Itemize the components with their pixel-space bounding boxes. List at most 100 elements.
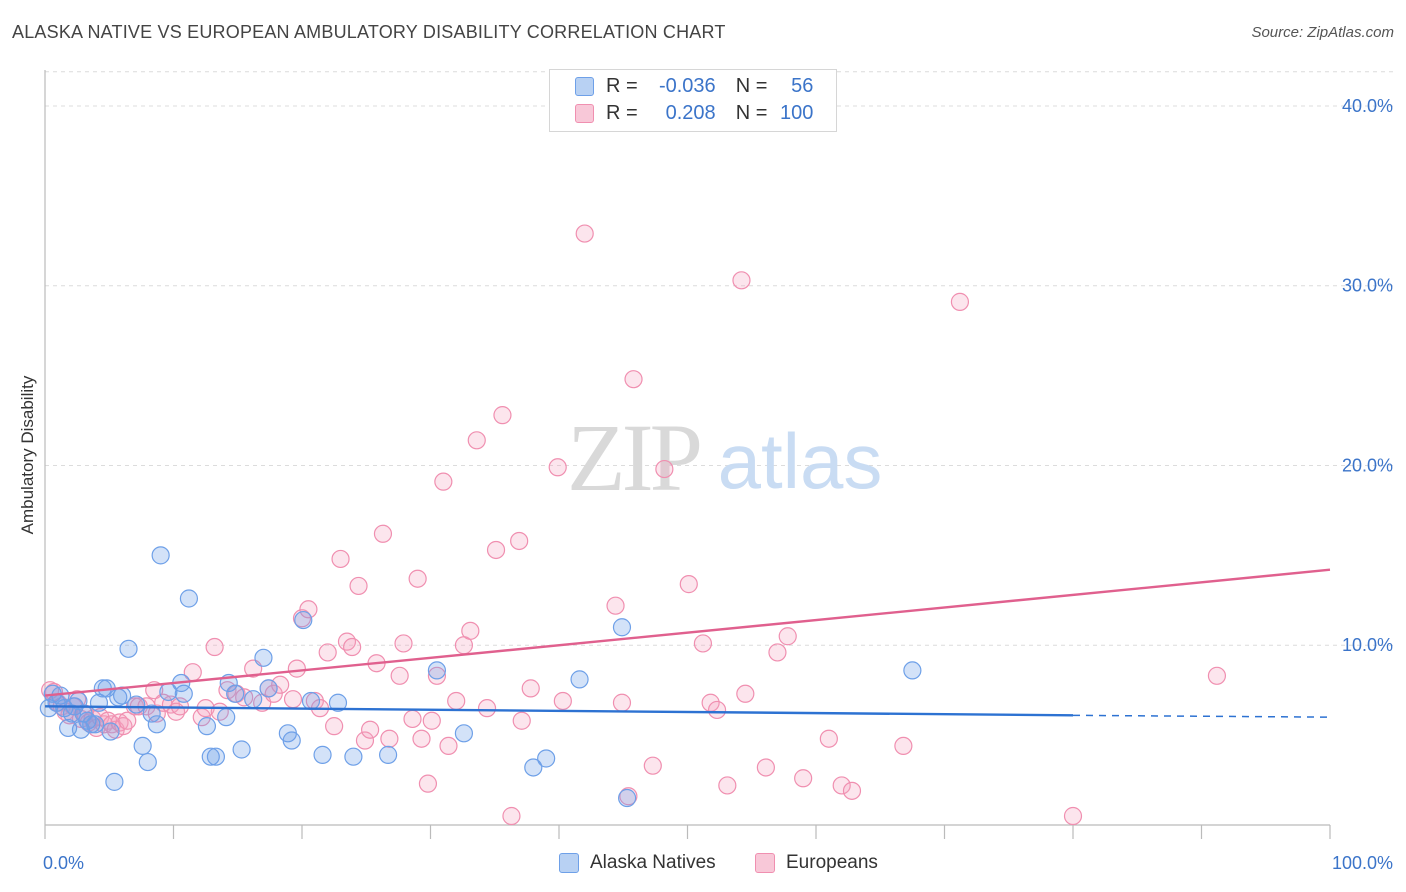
watermark-atlas: atlas xyxy=(718,417,883,505)
europe-point xyxy=(894,736,913,756)
europe-point xyxy=(467,431,486,450)
alaska-point xyxy=(282,731,301,750)
europe-point xyxy=(331,549,350,569)
europe-point xyxy=(493,406,512,425)
y-tick-label: 30.0% xyxy=(1342,276,1393,296)
alaska-point xyxy=(142,704,161,723)
alaska-point xyxy=(259,679,278,698)
europe-point xyxy=(147,704,166,723)
alaska-point xyxy=(301,691,321,711)
alaska-point xyxy=(378,745,398,764)
europe-point xyxy=(118,711,137,730)
alaska-point xyxy=(232,740,251,759)
europe-point xyxy=(355,731,375,750)
europe-point xyxy=(271,675,290,694)
watermark-zip: ZIP xyxy=(567,404,700,511)
alaska-point xyxy=(254,648,273,667)
europe-point xyxy=(521,679,540,698)
alaska-point xyxy=(133,736,152,756)
europe-point xyxy=(553,691,572,711)
europe-point xyxy=(1063,806,1083,826)
europe-point xyxy=(403,709,422,729)
europe-point xyxy=(325,717,344,736)
europe-point xyxy=(390,666,409,685)
europe-point xyxy=(418,774,438,793)
alaska-point xyxy=(294,610,313,630)
europe-point xyxy=(612,693,632,712)
alaska-point xyxy=(217,708,236,727)
europe-point xyxy=(380,729,399,748)
alaska-point xyxy=(105,772,124,791)
alaska-swatch xyxy=(559,853,579,873)
alaska-point xyxy=(570,670,589,689)
r-label: R = xyxy=(606,74,638,97)
europe-point xyxy=(205,637,224,657)
y-tick-label: 40.0% xyxy=(1342,96,1393,116)
alaska-point xyxy=(127,695,146,714)
alaska-n-value: 56 xyxy=(791,74,814,97)
legend-row-europe: R = 0.208 N = 100 xyxy=(575,101,813,125)
y-axis-label: Ambulatory Disability xyxy=(18,375,37,535)
europe-trend-line xyxy=(44,568,1331,697)
europe-point xyxy=(412,729,431,748)
alaska-point xyxy=(179,589,199,608)
alaska-point xyxy=(612,618,632,637)
alaska-natives-points xyxy=(39,546,922,808)
alaska-point xyxy=(244,690,263,709)
europe-point xyxy=(447,691,466,711)
alaska-point xyxy=(328,693,348,712)
europe-point xyxy=(643,756,662,775)
alaska-point xyxy=(427,661,447,680)
alaska-point xyxy=(119,639,138,658)
correlation-legend: R = -0.036 N = 56 R = 0.208 N = 100 xyxy=(549,69,837,132)
alaska-trend-extension xyxy=(1072,714,1331,718)
europe-point xyxy=(624,370,643,389)
europe-point xyxy=(343,637,362,657)
europe-point xyxy=(718,776,737,795)
alaska-point xyxy=(147,715,166,734)
europe-point xyxy=(842,781,862,800)
europe-swatch xyxy=(575,103,594,123)
europe-point xyxy=(427,666,447,685)
europe-point xyxy=(732,271,751,290)
alaska-point xyxy=(101,722,120,741)
alaska-trend-line xyxy=(44,705,1074,717)
tick-labels: 10.0% 20.0% 30.0% 40.0% 0.0% 100.0% xyxy=(43,96,1393,873)
alaska-point xyxy=(903,661,922,680)
europe-point xyxy=(299,600,318,619)
europe-r-value: 0.208 xyxy=(665,101,716,124)
europe-point xyxy=(679,575,698,594)
legend-label-alaska: Alaska Natives xyxy=(590,852,716,873)
alaska-point xyxy=(454,724,474,743)
x-tick-label: 0.0% xyxy=(43,853,84,873)
europe-point xyxy=(832,776,851,795)
europe-point xyxy=(819,729,838,748)
europe-point xyxy=(655,459,674,479)
alaska-point xyxy=(344,747,363,766)
x-tick-label: 100.0% xyxy=(1332,853,1393,873)
europe-point xyxy=(768,643,787,662)
europe-point xyxy=(794,769,813,788)
alaska-point xyxy=(151,546,170,565)
legend-label-europe: Europeans xyxy=(786,852,878,873)
grid-lines xyxy=(45,71,1395,646)
alaska-point xyxy=(86,715,105,734)
alaska-point xyxy=(197,717,217,736)
europe-point xyxy=(575,224,594,243)
europe-point xyxy=(606,596,625,615)
y-tick-label: 10.0% xyxy=(1342,635,1393,655)
chart-title: ALASKA NATIVE VS EUROPEAN AMBULATORY DIS… xyxy=(12,22,726,42)
europe-point xyxy=(486,540,506,560)
alaska-point xyxy=(537,749,556,768)
europe-point xyxy=(693,634,713,653)
n-label: N = xyxy=(735,101,768,124)
legend-item-europe: Europeans xyxy=(755,852,878,874)
europe-point xyxy=(235,688,254,707)
europe-point xyxy=(337,632,357,651)
alaska-point xyxy=(206,747,226,766)
europe-point xyxy=(283,690,303,709)
r-label: R = xyxy=(606,101,638,124)
europe-point xyxy=(287,659,306,678)
europe-point xyxy=(950,292,970,311)
